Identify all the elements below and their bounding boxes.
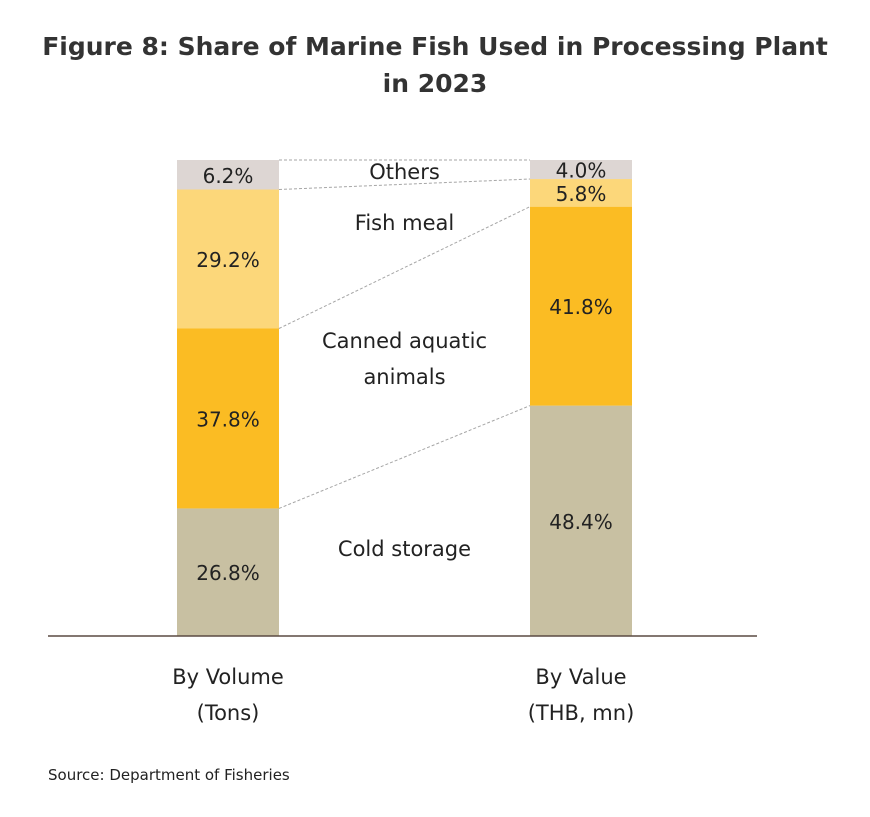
bar-segment-2-1 bbox=[530, 405, 632, 636]
bar-segment-1-4 bbox=[177, 160, 279, 190]
chart-title-line-1: Figure 8: Share of Marine Fish Used in P… bbox=[42, 32, 828, 61]
bar-segment-2-4 bbox=[530, 160, 632, 180]
data-label-1-4: 6.2% bbox=[203, 164, 254, 188]
connector-line-1 bbox=[278, 405, 531, 509]
series-label-3: Fish meal bbox=[355, 211, 454, 235]
data-label-2-4: 4.0% bbox=[556, 159, 607, 183]
data-label-1-2: 37.8% bbox=[196, 407, 260, 431]
data-label-2-1: 48.4% bbox=[549, 510, 613, 534]
connector-line-3 bbox=[278, 178, 531, 191]
bar-segment-1-3 bbox=[177, 189, 279, 329]
category-label-2-line-2: (THB, mn) bbox=[528, 701, 635, 725]
series-label-1: Cold storage bbox=[338, 537, 471, 561]
data-label-1-3: 29.2% bbox=[196, 248, 260, 272]
category-label-1-line-1: By Volume bbox=[172, 665, 284, 689]
connector-line-2 bbox=[278, 206, 531, 329]
series-label-2-line-1: Canned aquatic bbox=[322, 329, 487, 353]
category-label-2-line-1: By Value bbox=[535, 665, 626, 689]
source-note: Source: Department of Fisheries bbox=[48, 766, 290, 784]
data-label-2-2: 41.8% bbox=[549, 295, 613, 319]
chart-title-line-2: in 2023 bbox=[382, 69, 488, 98]
data-label-2-3: 5.8% bbox=[556, 182, 607, 206]
data-label-1-1: 26.8% bbox=[196, 561, 260, 585]
bar-segment-2-2 bbox=[530, 206, 632, 406]
category-label-1-line-2: (Tons) bbox=[197, 701, 260, 725]
bar-segment-1-2 bbox=[177, 328, 279, 509]
bar-segment-1-1 bbox=[177, 508, 279, 636]
chart-title: Figure 8: Share of Marine Fish Used in P… bbox=[0, 28, 870, 102]
bar-segment-2-3 bbox=[530, 179, 632, 207]
series-label-4: Others bbox=[369, 160, 440, 184]
series-label-2-line-2: animals bbox=[363, 365, 445, 389]
